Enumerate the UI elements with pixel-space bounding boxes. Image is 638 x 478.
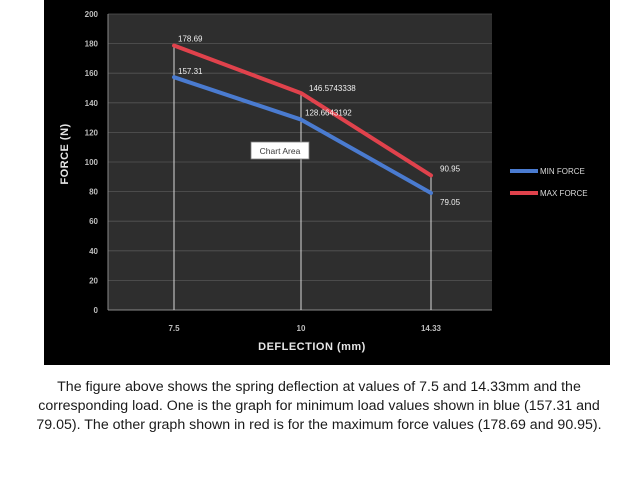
y-tick-label: 40 [89,247,98,256]
y-tick-label: 80 [89,188,98,197]
series-line-min-force [172,75,433,196]
y-tick-label: 60 [89,217,98,226]
chart-area-tooltip-text: Chart Area [260,146,301,156]
data-label: 90.95 [440,164,461,173]
x-tick-label: 10 [297,324,306,333]
y-tick-label: 0 [94,306,99,315]
y-tick-label: 120 [85,128,99,137]
y-tick-label: 100 [85,158,99,167]
x-axis-title: DEFLECTION (mm) [258,341,366,353]
data-label: 79.05 [440,198,461,207]
y-axis-title: FORCE (N) [59,123,71,184]
y-tick-label: 140 [85,99,99,108]
figure-caption: The figure above shows the spring deflec… [36,379,602,433]
data-label: 178.69 [178,35,203,44]
chart-area-tooltip [250,141,310,160]
x-tick-label: 14.33 [421,324,442,333]
line-chart: 0 20 40 60 80 100 120 140 160 180 200 7.5 10 14.33 DEF… [59,10,588,353]
data-label: 128.6643192 [305,109,352,118]
data-label: 146.5743338 [309,84,356,93]
data-label: 157.31 [178,67,203,76]
y-tick-label: 20 [89,276,98,285]
y-tick-label: 180 [85,40,99,49]
y-tick-label: 200 [85,10,99,19]
legend-label: MIN FORCE [540,167,585,176]
x-tick-label: 7.5 [168,324,180,333]
y-tick-label: 160 [85,69,99,78]
chart-panel: 0 20 40 60 80 100 120 140 160 180 200 7.5 10 14.33 DEF… [44,0,610,365]
legend-label: MAX FORCE [540,189,588,198]
series-line-max-force [172,43,433,178]
